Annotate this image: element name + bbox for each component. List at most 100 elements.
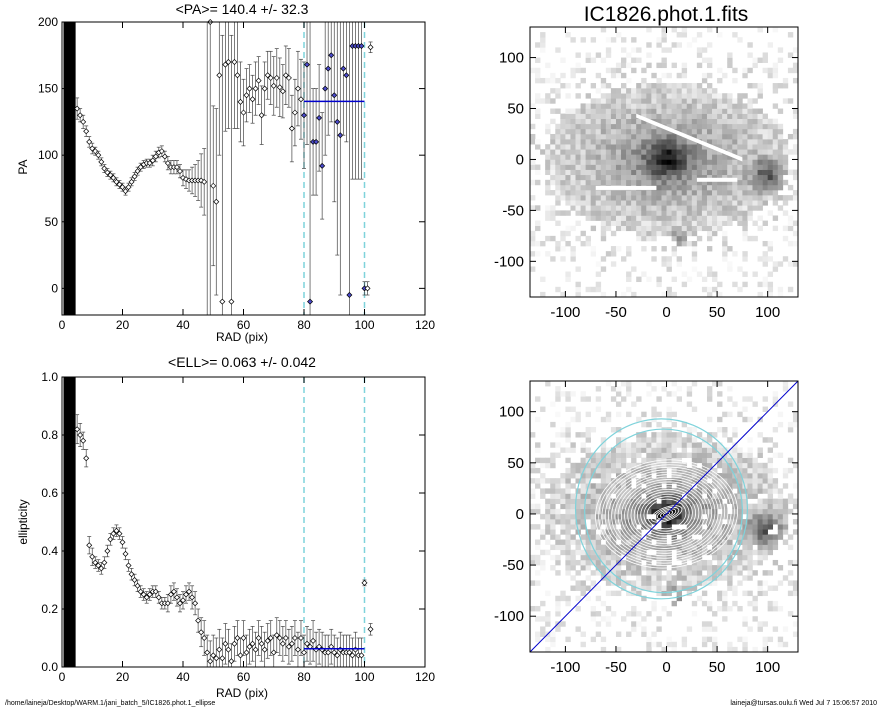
pa-data-point — [234, 72, 241, 79]
isophote-contour — [624, 481, 709, 547]
ell-data-point — [137, 588, 144, 595]
pa-data-point — [340, 65, 347, 72]
ell-data-point — [225, 646, 232, 653]
ell-data-point — [285, 643, 292, 650]
pa-data-point — [110, 174, 117, 181]
pa-data-point — [134, 168, 141, 175]
ell-data-point — [77, 432, 84, 438]
pa-title: <PA>= 140.4 +/- 32.3 — [176, 1, 309, 17]
ell-data-point — [207, 658, 214, 665]
pa-data-point — [243, 92, 250, 99]
pa-x-label: RAD (pix) — [216, 330, 268, 344]
ell-data-point — [86, 542, 93, 549]
iso-y-tick-label: 100 — [499, 404, 524, 421]
isophote-contour — [640, 493, 693, 535]
ell-data-point — [170, 588, 177, 595]
ell-data-point — [98, 565, 105, 572]
ell-data-point — [101, 559, 108, 566]
ell-y-label: ellipticity — [16, 499, 30, 544]
pa-data-point — [86, 138, 93, 145]
img-x-tick-label: -100 — [550, 304, 580, 321]
iso-pixel-map — [530, 381, 798, 652]
ell-data-point — [258, 640, 265, 647]
ell-data-point — [131, 577, 138, 583]
ell-data-point — [237, 652, 244, 659]
pa-x-tick-label: 80 — [297, 318, 311, 332]
isophote-contour — [643, 496, 690, 532]
pa-x-tick-label: 120 — [415, 318, 435, 332]
pa-data-point — [307, 298, 314, 305]
pa-data-point — [146, 160, 153, 167]
pa-data-point — [294, 85, 301, 92]
ell-data-point — [176, 600, 183, 607]
ell-data-point — [167, 591, 174, 598]
image-title: IC1826.phot.1.fits — [584, 3, 749, 26]
ell-data-point — [92, 559, 99, 566]
pa-data-point — [216, 72, 223, 79]
pa-data-point — [246, 85, 253, 92]
pa-data-point — [255, 77, 262, 84]
ell-data-point — [282, 635, 289, 641]
pa-data-point — [285, 74, 292, 81]
img-y-tick-label: 100 — [499, 50, 524, 67]
mask-streak — [595, 185, 657, 190]
ell-data-point — [301, 649, 307, 656]
pa-data-point — [334, 118, 341, 125]
pa-data-point — [297, 96, 304, 103]
pa-data-point — [125, 184, 132, 191]
isophote-contour — [607, 469, 726, 559]
img-x-tick-label: 50 — [709, 304, 726, 321]
pa-data-point — [128, 178, 135, 185]
ell-data-point — [231, 640, 238, 647]
ell-data-point — [192, 600, 199, 607]
ell-data-point — [361, 579, 368, 586]
ell-data-point — [180, 597, 186, 604]
ell-data-point — [128, 571, 135, 578]
pa-data-point — [249, 96, 256, 103]
pa-x-tick-label: 40 — [176, 318, 190, 332]
img-pixel-map — [530, 27, 798, 297]
pa-y-tick-label: 150 — [38, 82, 58, 96]
pa-data-point — [225, 58, 232, 65]
pa-data-point — [316, 114, 323, 121]
pa-y-tick-label: 50 — [45, 215, 59, 229]
ell-data-point — [288, 640, 295, 647]
isophote-contour — [595, 459, 739, 569]
ell-data-point — [222, 640, 229, 647]
ell-data-point — [119, 539, 126, 546]
ell-data-point — [310, 637, 317, 644]
pa-data-point — [261, 85, 268, 92]
ell-y-tick-label: 0.6 — [41, 486, 58, 500]
ell-data-point — [201, 635, 208, 641]
pa-data-point — [346, 292, 353, 299]
pa-data-point — [337, 132, 344, 139]
pa-direction-line — [530, 381, 798, 652]
isophote-contour — [650, 505, 683, 523]
fitted-ellipse-inner — [584, 428, 743, 594]
pa-data-point — [201, 178, 208, 185]
ell-x-tick-label: 40 — [176, 670, 190, 684]
isophote-contour — [656, 508, 677, 520]
pa-data-point — [122, 188, 129, 195]
pa-data-point — [313, 138, 320, 145]
ell-y-tick-label: 0.0 — [41, 660, 58, 674]
img-y-tick-label: -50 — [502, 202, 524, 219]
isophote-contour — [646, 498, 687, 530]
ell-data-point — [80, 437, 87, 444]
ell-data-point — [273, 632, 280, 639]
ell-y-tick-label: 1.0 — [41, 370, 58, 384]
ell-data-point — [252, 646, 259, 653]
ell-x-tick-label: 100 — [354, 670, 374, 684]
isophote-panel: -100 -50 0 50 100 -100 -50 0 50 100 — [494, 380, 799, 676]
ell-data-point — [276, 635, 283, 641]
pa-data-point — [240, 109, 247, 116]
ell-data-point — [122, 550, 129, 557]
ell-data-point — [304, 640, 311, 647]
iso-x-tick-label: -100 — [550, 659, 580, 676]
img-y-tick-label: -100 — [494, 253, 524, 270]
ell-data-point — [267, 635, 274, 641]
pa-data-point — [325, 65, 332, 72]
ell-data-point — [264, 637, 271, 644]
isophote-contour — [627, 484, 706, 544]
